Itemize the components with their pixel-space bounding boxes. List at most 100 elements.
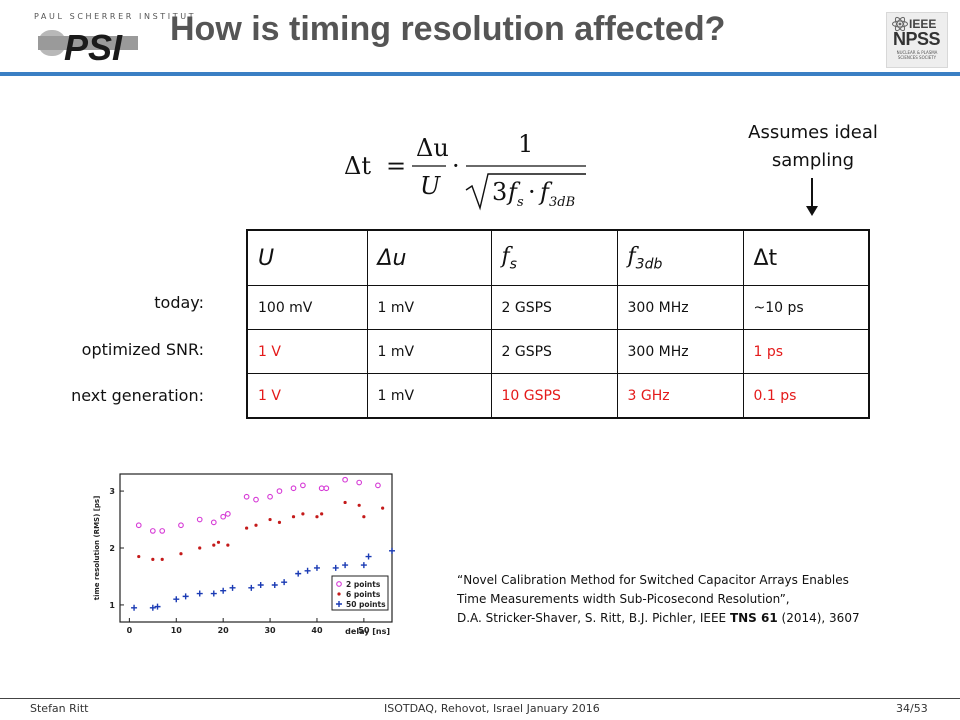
data-point — [362, 515, 366, 519]
table-cell: 3 GHz — [616, 373, 744, 419]
data-point — [365, 553, 372, 560]
footer-event: ISOTDAQ, Rehovot, Israel January 2016 — [384, 702, 600, 715]
table-cell: 100 mV — [246, 285, 368, 330]
legend-marker — [336, 581, 342, 587]
parameter-table: U Δu fs f3db Δt 100 mV 1 mV 2 GSPS 300 M… — [246, 229, 870, 419]
formula-f3db-sub: 3dB — [549, 195, 575, 210]
x-axis-label: delay [ns] — [345, 627, 390, 636]
data-point — [220, 587, 227, 594]
svg-text:·: · — [452, 152, 460, 180]
data-point — [304, 567, 311, 574]
data-point — [301, 512, 305, 516]
psi-logo-mark: PSI — [38, 27, 138, 68]
data-point — [357, 503, 361, 507]
reference-line-1: “Novel Calibration Method for Switched C… — [457, 573, 849, 587]
data-point — [290, 485, 297, 492]
data-point — [198, 546, 202, 550]
table-header-cell: U — [246, 229, 368, 286]
y-tick-label: 3 — [109, 487, 115, 496]
slide-title: How is timing resolution affected? — [170, 10, 726, 48]
table-row: 1 V 1 mV 2 GSPS 300 MHz 1 ps — [246, 329, 870, 374]
formula-numerator: Δu — [416, 134, 449, 162]
psi-logo-text: PAUL SCHERRER INSTITUT — [34, 12, 197, 21]
formula-denominator: U — [420, 172, 441, 200]
data-point — [243, 493, 250, 500]
table-cell: 1 ps — [742, 329, 870, 374]
table-cell: 1 mV — [366, 285, 492, 330]
table-header-cell: f3db — [616, 229, 744, 286]
data-point — [253, 496, 259, 503]
data-point — [389, 547, 395, 554]
data-point — [210, 519, 217, 526]
data-point — [216, 540, 221, 544]
y-tick-label: 2 — [109, 544, 115, 553]
data-point — [135, 522, 142, 529]
down-arrow-icon — [806, 178, 818, 216]
reference-volume: TNS 61 — [729, 611, 778, 625]
data-point — [226, 543, 230, 547]
x-tick-label: 20 — [218, 626, 230, 635]
y-tick-label: 1 — [109, 601, 115, 610]
data-point — [179, 552, 183, 556]
data-point — [225, 510, 231, 517]
footer-page-number: 34/53 — [896, 702, 928, 715]
data-point — [295, 570, 302, 577]
formula-lhs: Δt — [344, 152, 371, 180]
data-point — [356, 479, 363, 486]
data-point — [160, 557, 164, 561]
formula-fs-sub: s — [517, 195, 524, 210]
table-header-cell: fs — [490, 229, 618, 286]
data-point — [300, 482, 306, 489]
timing-formula: Δt = Δu U · 1 3 f s · f 3dB — [344, 130, 586, 211]
table-cell: 1 V — [246, 329, 368, 374]
data-point — [342, 562, 349, 569]
x-tick-label: 0 — [127, 626, 133, 635]
data-point — [245, 526, 249, 530]
assumption-line-2: sampling — [771, 150, 855, 171]
svg-text:=: = — [386, 152, 406, 180]
table-cell: 0.1 ps — [742, 373, 870, 419]
table-row: 1 V 1 mV 10 GSPS 3 GHz 0.1 ps — [246, 373, 870, 419]
legend-marker — [336, 601, 342, 607]
data-point — [281, 579, 288, 586]
ieee-npss-logo: IEEE NPSS NUCLEAR & PLASMA SCIENCES SOCI… — [886, 12, 948, 68]
x-tick-label: 10 — [171, 626, 183, 635]
data-point — [254, 523, 258, 527]
data-point — [323, 485, 330, 492]
data-point — [151, 557, 155, 561]
chart-marks — [131, 476, 395, 611]
table-header-row: U Δu fs f3db Δt — [246, 229, 870, 286]
reference-line-2: Time Measurements width Sub-Picosecond R… — [457, 592, 790, 606]
svg-text:PSI: PSI — [64, 27, 123, 68]
data-point — [182, 593, 189, 600]
data-point — [267, 493, 273, 500]
data-point — [277, 520, 282, 524]
data-point — [320, 512, 324, 516]
data-point — [178, 522, 184, 529]
legend-marker — [337, 592, 341, 596]
assumption-line-1: Assumes ideal — [748, 122, 878, 143]
chart-axes: 0 10 20 30 40 50 1 2 3 delay [ns] time resolution … — [93, 473, 393, 636]
data-point — [342, 476, 348, 483]
table-cell: 1 mV — [366, 329, 492, 374]
svg-text:·: · — [528, 178, 536, 206]
data-point — [220, 513, 227, 520]
data-point — [173, 596, 180, 603]
table-cell: 2 GSPS — [490, 285, 618, 330]
row-label-next-gen: next generation: — [71, 386, 204, 405]
table-header-cell: Δu — [366, 229, 492, 286]
data-point — [196, 590, 203, 597]
psi-logo: PAUL SCHERRER INSTITUT PSI — [34, 12, 197, 68]
data-point — [149, 528, 156, 534]
header-divider — [0, 72, 960, 76]
legend-label: 6 points — [346, 590, 381, 599]
npss-text: NPSS — [893, 29, 941, 49]
x-tick-label: 50 — [358, 626, 370, 635]
data-point — [332, 564, 339, 571]
legend-label: 50 points — [346, 600, 386, 609]
footer-divider — [0, 698, 960, 699]
data-point — [212, 543, 216, 547]
table-row: 100 mV 1 mV 2 GSPS 300 MHz ~10 ps — [246, 285, 870, 330]
formula-root-coefficient: 3 — [492, 178, 507, 206]
